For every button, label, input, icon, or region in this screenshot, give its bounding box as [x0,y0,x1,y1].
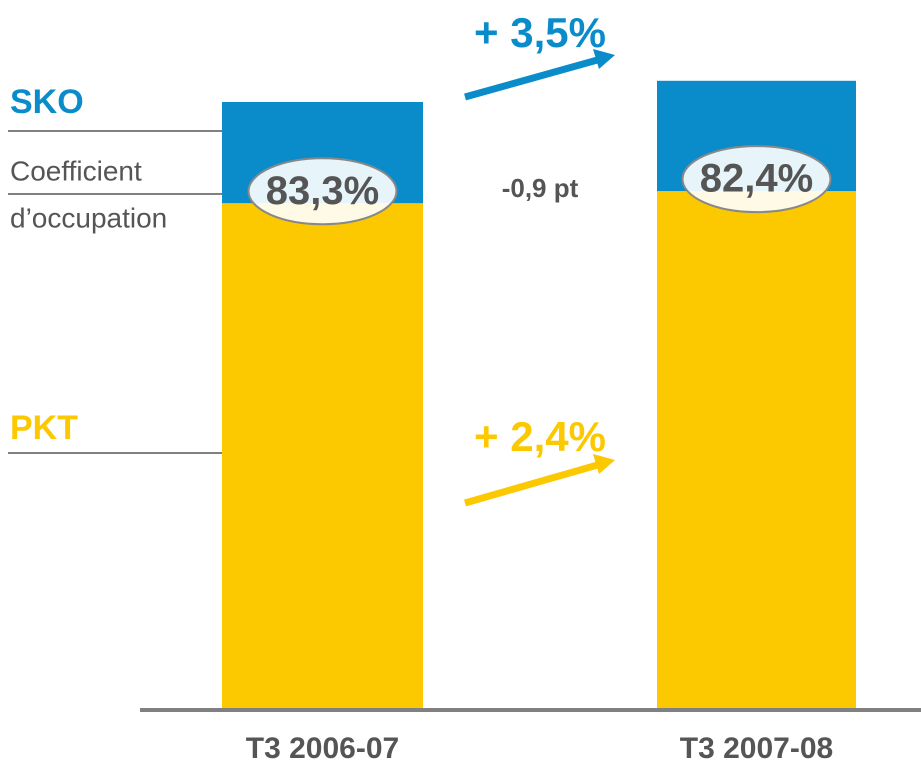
legend-label: d’occupation [10,202,167,233]
growth-label: + 2,4% [474,413,606,460]
ratio-label: 83,3% [266,169,379,213]
bar-segment [222,203,423,708]
bar-segment [657,191,856,708]
ratio-ellipse [681,145,832,214]
ratio-ellipse [247,157,398,226]
legend-label: PKT [10,409,78,447]
arrow-head [593,454,615,474]
arrow-head [593,49,615,69]
legend-label: SKO [10,83,84,121]
growth-arrow [464,460,602,507]
growth-arrow [464,55,602,101]
x-tick-label: T3 2007-08 [680,732,833,765]
x-tick-label: T3 2006-07 [246,732,399,765]
ratio-label: 82,4% [700,157,813,201]
legend-label: Coefficient [10,155,142,186]
ratio-change: -0,9 pt [502,173,579,203]
growth-label: + 3,5% [474,9,606,56]
